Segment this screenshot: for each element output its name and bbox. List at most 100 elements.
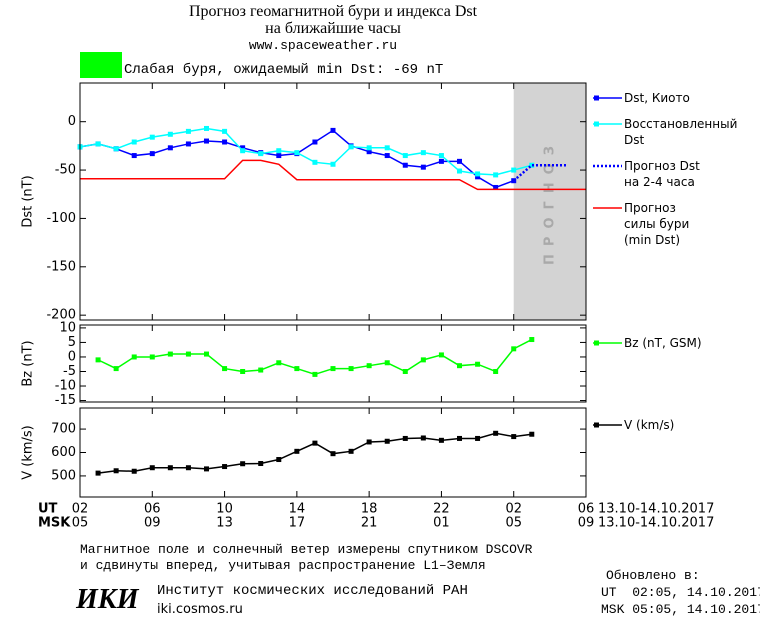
point xyxy=(204,125,209,131)
x-tick-label: 06 xyxy=(578,502,595,517)
point xyxy=(149,151,155,157)
x-tick-label: 09 xyxy=(144,516,161,531)
updated-ut: UT 02:05, 14.10.2017 xyxy=(601,585,760,600)
x-tick-label: 14 xyxy=(289,502,306,517)
legend-entry: Dst, Киото xyxy=(624,91,690,105)
legend-entry: Восстановленный Dst xyxy=(624,117,738,147)
site: iki.cosmos.ru xyxy=(157,602,243,617)
y-tick-label: -5 xyxy=(63,364,76,379)
point xyxy=(312,371,318,377)
point xyxy=(330,366,336,372)
y-tick-label: 0 xyxy=(68,349,76,364)
point xyxy=(529,431,535,437)
series-line xyxy=(512,163,568,182)
y-tick-label: -100 xyxy=(46,211,76,226)
note: и сдвинуты вперед, учитывая распростране… xyxy=(80,558,486,573)
point xyxy=(366,363,372,369)
x-tick-label: 06 xyxy=(144,502,161,517)
point xyxy=(167,351,173,357)
point xyxy=(438,158,444,164)
plot-frame xyxy=(79,324,587,403)
point xyxy=(384,145,390,151)
point xyxy=(348,144,354,150)
point xyxy=(131,354,137,360)
point xyxy=(493,368,499,374)
point xyxy=(438,437,444,443)
point xyxy=(402,162,408,168)
y-tick-label: 700 xyxy=(51,422,76,437)
point xyxy=(276,457,282,463)
point xyxy=(529,337,535,343)
x-tick-label: 05 xyxy=(505,516,522,531)
point xyxy=(185,465,191,471)
point xyxy=(276,360,282,366)
point xyxy=(294,150,300,156)
y-tick-label: 600 xyxy=(51,445,76,460)
point xyxy=(95,470,101,476)
date-range: 13.10-14.10.2017 xyxy=(598,516,714,531)
point xyxy=(185,128,191,134)
plot-frame xyxy=(79,407,587,498)
x-tick-label: 05 xyxy=(72,516,89,531)
point xyxy=(222,139,228,145)
point xyxy=(294,448,300,454)
y-tick-label: 10 xyxy=(59,320,76,335)
series-line xyxy=(97,338,533,376)
updated-msk: MSK 05:05, 14.10.2017 xyxy=(601,602,760,617)
point xyxy=(167,131,173,137)
y-axis-title: Dst (nT) xyxy=(21,175,36,227)
y-axis-title: V (km/s) xyxy=(21,425,36,480)
point xyxy=(276,148,282,154)
point xyxy=(95,141,101,147)
point xyxy=(222,366,228,372)
point xyxy=(529,162,535,168)
forecast-region xyxy=(513,83,586,320)
point xyxy=(457,158,462,164)
point xyxy=(420,164,426,170)
plot-frame xyxy=(79,82,587,321)
point xyxy=(330,161,336,167)
x-tick-label: 18 xyxy=(361,502,378,517)
point xyxy=(204,138,209,144)
x-tick-label: 02 xyxy=(505,502,522,517)
point xyxy=(204,466,209,472)
point xyxy=(420,357,426,363)
point xyxy=(457,435,462,441)
title: на ближайшие часы xyxy=(265,20,401,37)
legend-swatch xyxy=(594,121,599,127)
institute: Институт космических исследований РАН xyxy=(157,583,468,599)
point xyxy=(438,352,444,358)
point xyxy=(402,368,408,374)
logo: ИКИ xyxy=(76,584,139,615)
point xyxy=(330,127,336,133)
point xyxy=(312,440,318,446)
point xyxy=(511,167,517,173)
legend-swatch xyxy=(594,422,599,428)
series-line xyxy=(97,432,532,474)
note: Магнитное поле и солнечный ветер измерен… xyxy=(80,542,533,557)
x-row-name: UT xyxy=(38,502,58,517)
point xyxy=(167,465,173,471)
y-tick-label: -15 xyxy=(55,393,76,408)
point xyxy=(475,435,481,441)
point xyxy=(149,465,155,471)
point xyxy=(384,153,390,159)
point xyxy=(131,153,137,159)
series-line xyxy=(79,127,532,176)
point xyxy=(185,141,191,147)
point xyxy=(95,357,101,363)
point xyxy=(149,354,155,360)
y-tick-label: -10 xyxy=(55,379,76,394)
point xyxy=(258,461,264,467)
x-tick-label: 17 xyxy=(289,516,306,531)
point xyxy=(330,451,336,457)
x-tick-label: 13 xyxy=(216,516,233,531)
series-line xyxy=(80,159,586,191)
point xyxy=(420,150,426,156)
point xyxy=(366,149,372,155)
title: Прогноз геомагнитной бури и индекса Dst xyxy=(188,3,478,20)
y-axis-title: Bz (nT) xyxy=(21,340,36,386)
point xyxy=(131,139,137,145)
point xyxy=(493,184,499,190)
point xyxy=(348,448,354,454)
